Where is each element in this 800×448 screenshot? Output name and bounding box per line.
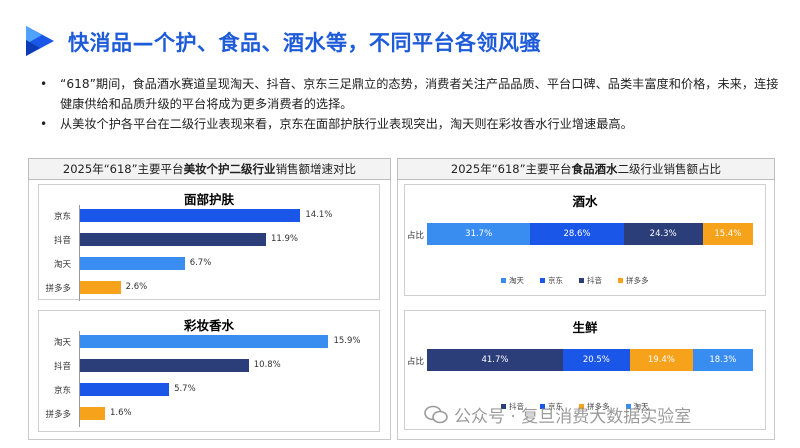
legend-swatch — [579, 278, 584, 283]
legend-label: 京东 — [548, 276, 563, 285]
value-label: 1.6% — [110, 408, 132, 418]
bullet-list: “618”期间，食品酒水赛道呈现淘天、抖音、京东三足鼎立的态势，消费者关注产品品… — [40, 74, 780, 134]
chart-title: 彩妆香水 — [183, 318, 234, 333]
segment-label: 24.3% — [649, 229, 677, 239]
bar-京东 — [80, 383, 170, 396]
segment-拼多多: 19.4% — [629, 349, 693, 371]
segment-label: 15.4% — [714, 229, 742, 239]
legend-swatch — [501, 404, 506, 409]
segment-label: 20.5% — [582, 355, 610, 365]
watermark: 公众号 · 复旦消费大数据实验室 — [424, 402, 691, 427]
chart-title: 面部护肤 — [183, 192, 234, 207]
chart-title: 生鲜 — [572, 320, 598, 335]
bar-拼多多 — [80, 281, 121, 294]
y-axis-line — [79, 205, 80, 301]
bar-京东 — [80, 209, 301, 222]
segment-淘天: 31.7% — [427, 223, 531, 245]
segment-京东: 20.5% — [562, 349, 630, 371]
segment-label: 19.4% — [647, 355, 675, 365]
bar-抖音 — [80, 359, 249, 372]
bullet-item: 从美妆个护各平台在二级行业表现来看，京东在面部护肤行业表现突出，淘天则在彩妆香水… — [40, 114, 780, 134]
category-label: 拼多多 — [45, 410, 71, 420]
category-label: 京东 — [53, 212, 71, 222]
value-label: 14.1% — [305, 210, 333, 220]
legend-label: 拼多多 — [587, 402, 610, 411]
legend-label: 淘天 — [509, 276, 524, 285]
category-label: 拼多多 — [45, 284, 71, 294]
left-panel-title: 2025年“618”主要平台美妆个护二级行业销售额增速对比 — [28, 158, 391, 180]
segment-淘天: 18.3% — [693, 349, 753, 371]
wechat-icon — [424, 405, 448, 423]
segment-拼多多: 15.4% — [702, 223, 753, 245]
segment-label: 31.7% — [465, 229, 493, 239]
category-label: 占比 — [407, 357, 425, 367]
fresh-share-chart: 生鲜占比 41.7% 20.5% 19.4% 18.3% 抖音 京东 拼多多 淘天 — [404, 310, 766, 430]
legend-swatch — [540, 278, 545, 283]
category-label: 抖音 — [53, 236, 71, 246]
left-panel-title-bold: 美妆个护二级行业 — [183, 162, 276, 176]
legend: 淘天 京东 抖音 拼多多 — [501, 275, 649, 286]
legend-swatch — [625, 404, 631, 409]
category-label: 淘天 — [53, 260, 71, 270]
right-panel-title: 2025年“618”主要平台食品酒水二级行业销售额占比 — [397, 158, 775, 180]
bar-淘天 — [80, 257, 185, 270]
legend-item: 淘天 — [625, 401, 649, 412]
legend-item: 抖音 — [579, 275, 602, 286]
legend-swatch — [501, 278, 506, 283]
segment-抖音: 24.3% — [623, 223, 703, 245]
bar-拼多多 — [80, 407, 105, 420]
legend-label: 抖音 — [509, 402, 524, 411]
value-label: 5.7% — [174, 384, 196, 394]
legend-swatch — [540, 404, 545, 409]
legend-swatch — [579, 404, 584, 409]
legend-item: 京东 — [540, 275, 563, 286]
bullet-item: “618”期间，食品酒水赛道呈现淘天、抖音、京东三足鼎立的态势，消费者关注产品品… — [40, 74, 780, 114]
category-label: 占比 — [407, 231, 425, 241]
bar-抖音 — [80, 233, 266, 246]
facial-skincare-chart: 面部护肤京东 14.1% 抖音 11.9% 淘天 6.7% 拼多多 2.6% — [38, 184, 380, 301]
right-panel-title-pre: 2025年“618”主要平台 — [450, 162, 572, 176]
legend-label: 京东 — [548, 402, 563, 411]
legend: 抖音 京东 拼多多 淘天 — [501, 401, 649, 412]
legend-item: 拼多多 — [579, 401, 610, 412]
right-panel-title-bold: 食品酒水 — [571, 162, 618, 176]
value-label: 10.8% — [253, 360, 281, 370]
left-panel-title-post: 销售额增速对比 — [275, 162, 357, 176]
value-label: 6.7% — [189, 258, 212, 268]
legend-item: 京东 — [540, 401, 563, 412]
category-label: 京东 — [53, 386, 71, 396]
page-title: 快消品—个护、食品、酒水等，不同平台各领风骚 — [68, 31, 541, 55]
segment-京东: 28.6% — [530, 223, 624, 245]
legend-label: 拼多多 — [626, 276, 649, 285]
legend-item: 淘天 — [501, 275, 524, 286]
right-panel-title-post: 二级行业销售额占比 — [617, 162, 722, 176]
value-label: 15.9% — [333, 336, 361, 346]
bar-淘天 — [80, 335, 329, 348]
category-label: 淘天 — [53, 338, 71, 348]
legend-item: 抖音 — [501, 401, 524, 412]
segment-label: 41.7% — [481, 355, 509, 365]
liquor-share-chart: 酒水占比 31.7% 28.6% 24.3% 15.4% 淘天 京东 抖音 拼多多 — [404, 184, 766, 296]
legend-item: 拼多多 — [618, 275, 649, 286]
play-logo-icon — [26, 26, 54, 56]
y-axis-line — [79, 331, 80, 427]
left-panel-title-pre: 2025年“618”主要平台 — [62, 162, 184, 176]
segment-label: 18.3% — [709, 355, 737, 365]
legend-swatch — [618, 278, 623, 283]
makeup-fragrance-chart: 彩妆香水淘天 15.9% 抖音 10.8% 京东 5.7% 拼多多 1.6% — [38, 310, 380, 432]
category-label: 抖音 — [53, 362, 71, 372]
value-label: 11.9% — [270, 234, 298, 244]
segment-抖音: 41.7% — [427, 349, 563, 371]
segment-label: 28.6% — [563, 229, 591, 239]
legend-label: 抖音 — [587, 276, 602, 285]
value-label: 2.6% — [125, 282, 148, 292]
legend-label: 淘天 — [633, 402, 649, 411]
watermark-text: 公众号 · 复旦消费大数据实验室 — [454, 407, 692, 427]
chart-title: 酒水 — [572, 194, 598, 209]
